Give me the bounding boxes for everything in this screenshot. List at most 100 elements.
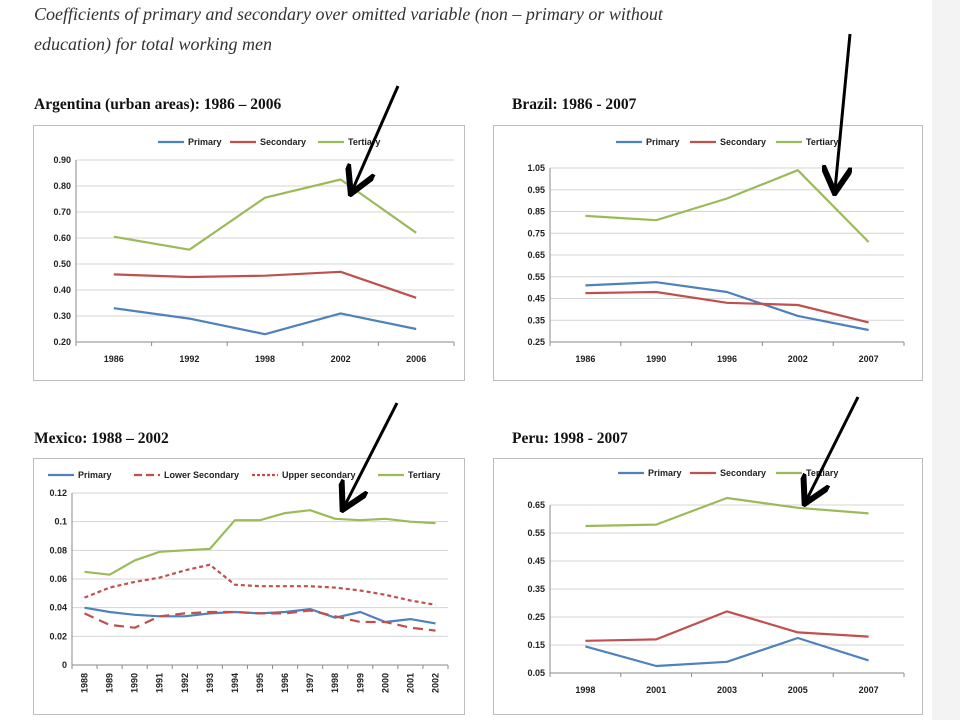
brazil-chart: 0.25 0.35 0.45 0.55 0.65 0.75 0.85 0.95 1.05 1986… — [493, 125, 923, 381]
peru-xtick-label: 2007 — [859, 685, 879, 695]
mexico-xtick-label: 2001 — [405, 673, 415, 693]
peru-series-tertiary-line — [585, 496, 869, 528]
mexico-legend-label-tertiary: Tertiary — [408, 470, 440, 480]
argentina-ytick-label: 0.50 — [53, 259, 71, 269]
peru-series-secondary-line — [585, 610, 869, 642]
mexico-xtick-label: 2000 — [380, 673, 390, 693]
figure-heading-line-1: Coefficients of primary and secondary ov… — [34, 4, 663, 24]
mexico-xtick-label: 1991 — [155, 673, 165, 693]
argentina-legend-label-primary: Primary — [188, 137, 222, 147]
argentina-ytick-label: 0.60 — [53, 233, 71, 243]
argentina-legend-label-tertiary: Tertiary — [348, 137, 380, 147]
mexico-xtick-label: 1993 — [205, 673, 215, 693]
brazil-xtick-label: 2002 — [788, 354, 808, 364]
mexico-xtick-label: 1995 — [255, 673, 265, 693]
argentina-xtick-label: 1986 — [104, 354, 124, 364]
mexico-xtick-label: 1990 — [130, 673, 140, 693]
peru-xtick-label: 2001 — [646, 685, 666, 695]
brazil-xtick-label: 2007 — [859, 354, 879, 364]
brazil-ytick-label: 0.95 — [527, 185, 545, 195]
brazil-xtick-label: 1996 — [717, 354, 737, 364]
argentina-xtick-label: 1998 — [255, 354, 275, 364]
mexico-ytick-label: 0.02 — [49, 631, 67, 641]
argentina-series-primary-line — [113, 307, 417, 336]
argentina-ytick-label: 0.30 — [53, 311, 71, 321]
brazil-series-tertiary-line — [585, 169, 870, 243]
mexico-chart-plot: 0 0.02 0.04 0.06 0.08 0.1 0.12 1988 1989 1990 1991… — [48, 470, 449, 693]
mexico-ytick-label: 0.06 — [49, 574, 67, 584]
argentina-series-secondary-line — [113, 270, 417, 299]
brazil-ytick-label: 0.55 — [527, 272, 545, 282]
mexico-xtick-label: 1988 — [80, 673, 90, 693]
mexico-ytick-label: 0.1 — [54, 517, 67, 527]
mexico-xtick-label: 1994 — [230, 673, 240, 693]
mexico-xtick-label: 1997 — [305, 673, 315, 693]
argentina-legend-label-secondary: Secondary — [260, 137, 306, 147]
mexico-xtick-label: 1989 — [105, 673, 115, 693]
brazil-ytick-label: 0.25 — [527, 337, 545, 347]
mexico-ytick-label: 0.12 — [49, 488, 67, 498]
scrollbar[interactable] — [932, 0, 960, 720]
mexico-chart: 0 0.02 0.04 0.06 0.08 0.1 0.12 1988 1989 1990 1991… — [33, 458, 465, 715]
brazil-ytick-label: 0.65 — [527, 250, 545, 260]
mexico-xtick-label: 1996 — [280, 673, 290, 693]
peru-legend-label-primary: Primary — [648, 468, 682, 478]
brazil-series-primary-line — [585, 281, 869, 332]
peru-chart-plot: 0.05 0.15 0.25 0.35 0.45 0.55 0.65 1998 2001 2003… — [527, 468, 905, 695]
brazil-xtick-label: 1990 — [646, 354, 666, 364]
mexico-series-lower-secondary-line — [84, 609, 436, 632]
argentina-chart-title: Argentina (urban areas): 1986 – 2006 — [34, 96, 282, 113]
brazil-xtick-label: 1986 — [575, 354, 595, 364]
argentina-series-tertiary-line — [113, 178, 417, 251]
brazil-ytick-label: 1.05 — [527, 163, 545, 173]
brazil-ytick-label: 0.85 — [527, 207, 545, 217]
argentina-chart: 0.20 0.30 0.40 0.50 0.60 0.70 0.80 0.90 1986 1992… — [33, 125, 465, 381]
brazil-chart-title: Brazil: 1986 - 2007 — [512, 96, 637, 113]
argentina-ytick-label: 0.40 — [53, 285, 71, 295]
figure-heading-line-2: education) for total working men — [34, 34, 272, 54]
peru-chart: 0.05 0.15 0.25 0.35 0.45 0.55 0.65 1998 2001 2003… — [493, 458, 923, 715]
peru-ytick-label: 0.55 — [527, 528, 545, 538]
argentina-chart-plot: 0.20 0.30 0.40 0.50 0.60 0.70 0.80 0.90 1986 1992… — [53, 137, 455, 364]
peru-xtick-label: 2005 — [788, 685, 808, 695]
peru-xtick-label: 1998 — [575, 685, 595, 695]
brazil-series-secondary-line — [585, 290, 869, 324]
peru-ytick-label: 0.45 — [527, 556, 545, 566]
peru-ytick-label: 0.35 — [527, 584, 545, 594]
mexico-xtick-label: 1992 — [180, 673, 190, 693]
argentina-ytick-label: 0.80 — [53, 181, 71, 191]
argentina-xtick-label: 1992 — [179, 354, 199, 364]
mexico-series-upper-secondary-line — [84, 563, 436, 606]
mexico-xtick-label: 1999 — [355, 673, 365, 693]
mexico-chart-title: Mexico: 1988 – 2002 — [34, 430, 169, 447]
peru-ytick-label: 0.15 — [527, 640, 545, 650]
brazil-chart-plot: 0.25 0.35 0.45 0.55 0.65 0.75 0.85 0.95 1.05 1986… — [527, 137, 905, 364]
peru-legend-label-tertiary: Tertiary — [806, 468, 838, 478]
peru-ytick-label: 0.05 — [527, 668, 545, 678]
brazil-legend-label-secondary: Secondary — [720, 137, 766, 147]
mexico-series-tertiary-line — [84, 509, 436, 576]
mexico-ytick-label: 0.08 — [49, 545, 67, 555]
argentina-xtick-label: 2006 — [406, 354, 426, 364]
brazil-ytick-label: 0.75 — [527, 228, 545, 238]
brazil-legend-label-tertiary: Tertiary — [806, 137, 838, 147]
peru-xtick-label: 2003 — [717, 685, 737, 695]
peru-legend-label-secondary: Secondary — [720, 468, 766, 478]
mexico-ytick-label: 0.04 — [49, 603, 67, 613]
argentina-ytick-label: 0.90 — [53, 155, 71, 165]
peru-chart-title: Peru: 1998 - 2007 — [512, 430, 628, 447]
mexico-legend-label-primary: Primary — [78, 470, 112, 480]
mexico-xtick-label: 1998 — [330, 673, 340, 693]
argentina-xtick-label: 2002 — [331, 354, 351, 364]
peru-ytick-label: 0.25 — [527, 612, 545, 622]
argentina-ytick-label: 0.70 — [53, 207, 71, 217]
peru-series-primary-line — [585, 636, 869, 668]
brazil-ytick-label: 0.35 — [527, 315, 545, 325]
peru-ytick-label: 0.65 — [527, 500, 545, 510]
mexico-ytick-label: 0 — [62, 660, 67, 670]
mexico-xtick-label: 2002 — [430, 673, 440, 693]
brazil-legend-label-primary: Primary — [646, 137, 680, 147]
mexico-legend-label-lower-secondary: Lower Secondary — [164, 470, 239, 480]
brazil-ytick-label: 0.45 — [527, 294, 545, 304]
mexico-legend-label-upper-secondary: Upper secondary — [282, 470, 356, 480]
